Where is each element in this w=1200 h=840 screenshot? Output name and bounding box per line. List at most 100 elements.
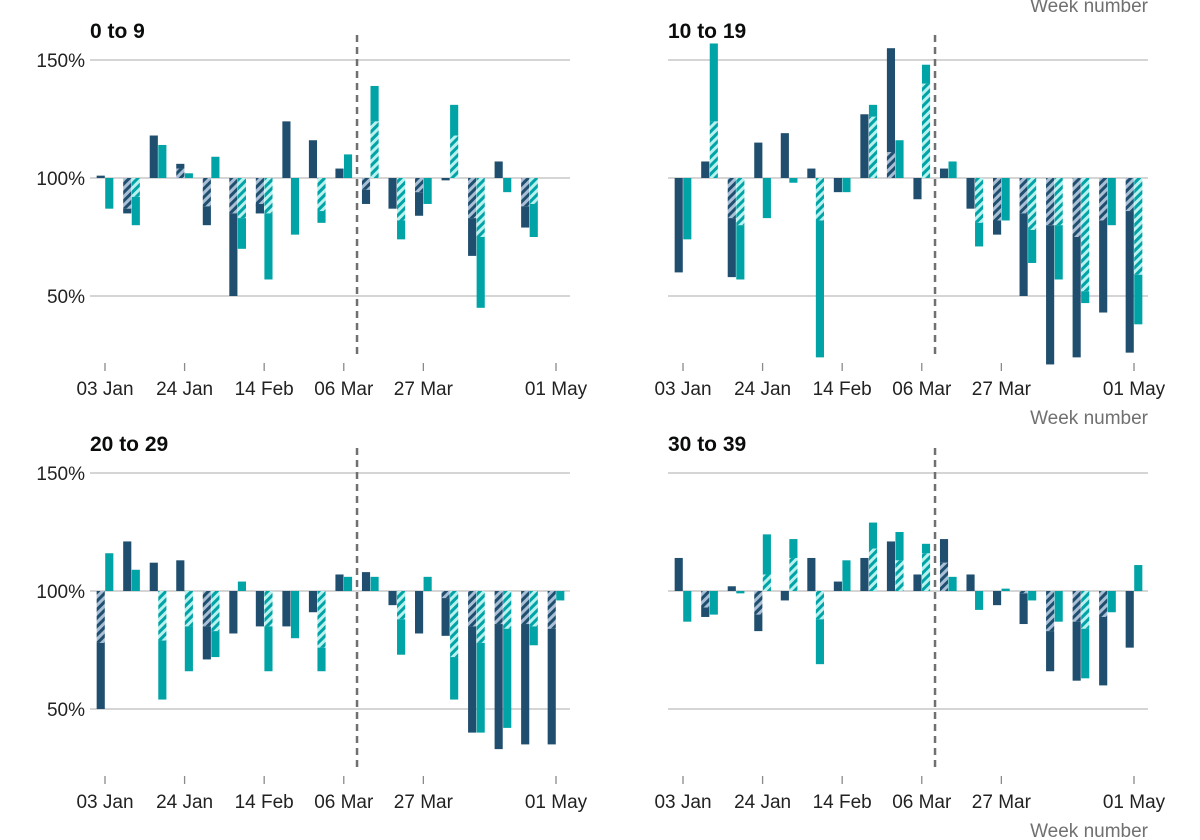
y-tick-label: 50% [47, 287, 85, 308]
x-tick-label: 27 Mar [972, 792, 1032, 813]
bar-solid-segment [709, 591, 718, 615]
bar-solid-segment [503, 628, 512, 728]
x-tick-label: 06 Mar [892, 792, 952, 813]
x-tick-label: 03 Jan [654, 379, 711, 400]
bar-solid-segment [860, 114, 869, 178]
bar-hatched-segment [1072, 591, 1081, 622]
bar-solid-segment [441, 598, 450, 636]
x-tick-label: 24 Jan [734, 379, 791, 400]
y-tick-label: 50% [47, 700, 85, 721]
bar-hatched-segment [202, 178, 211, 207]
bar-solid-segment [701, 161, 710, 178]
bar-solid-segment [361, 572, 371, 591]
bar-hatched-segment [131, 178, 140, 197]
bar-solid-segment [211, 156, 220, 178]
bar-solid-segment [966, 178, 975, 209]
bar-solid-segment [1134, 565, 1143, 591]
bar-solid-segment [966, 574, 975, 591]
bar-solid-segment [1019, 213, 1028, 296]
x-tick-label: 14 Feb [813, 792, 872, 813]
bar-solid-segment [547, 628, 556, 745]
bar-solid-segment [948, 576, 957, 591]
top-week-number-axis-title: Week number [1030, 0, 1149, 17]
bar-solid-segment [1054, 591, 1063, 622]
bar-solid-segment [202, 206, 211, 226]
x-tick-label: 06 Mar [314, 379, 374, 400]
bar-hatched-segment [237, 178, 246, 219]
bar-solid-segment [494, 161, 503, 178]
bar-solid-segment [674, 178, 683, 273]
bar-hatched-segment [754, 591, 763, 615]
x-tick-label: 06 Mar [314, 792, 374, 813]
bar-solid-segment [96, 175, 105, 178]
bar-solid-segment [807, 168, 816, 178]
bar-solid-segment [317, 647, 326, 672]
x-tick-label: 24 Jan [734, 792, 791, 813]
bar-hatched-segment [361, 178, 371, 190]
bar-solid-segment [789, 178, 798, 183]
bar-solid-segment [868, 522, 878, 549]
x-tick-label: 27 Mar [394, 379, 454, 400]
bar-solid-segment [913, 574, 922, 591]
x-tick-label: 14 Feb [235, 792, 294, 813]
bar-solid-segment [388, 591, 397, 606]
bar-hatched-segment [184, 591, 193, 627]
bar-solid-segment [1125, 591, 1134, 648]
bar-solid-segment [237, 581, 246, 591]
bar-hatched-segment [921, 83, 931, 178]
y-tick-label: 150% [36, 464, 85, 485]
bar-solid-segment [476, 237, 485, 308]
bar-solid-segment [833, 581, 842, 591]
bar-hatched-segment [736, 178, 745, 226]
x-axis-title: Week number [1030, 821, 1149, 840]
bar-solid-segment [184, 173, 193, 178]
bar-solid-segment [993, 591, 1002, 606]
bar-hatched-segment [886, 152, 896, 178]
bar-solid-segment [939, 539, 949, 563]
bar-solid-segment [993, 220, 1002, 235]
bar-hatched-segment [1019, 591, 1028, 594]
bar-solid-segment [780, 133, 789, 178]
bar-solid-segment [450, 657, 459, 700]
bar-solid-segment [762, 534, 771, 575]
bar-hatched-segment [975, 178, 984, 223]
bar-hatched-segment [370, 121, 379, 178]
chart-panel-20-to-29: 20 to 29 150% 100% 50% 03 Jan 24 Jan 14 Feb 06… [36, 433, 587, 813]
bar-hatched-segment [1134, 178, 1143, 275]
bar-solid-segment [895, 140, 904, 178]
x-tick-label: 14 Feb [813, 379, 872, 400]
bar-solid-segment [229, 213, 238, 296]
bar-solid-segment [184, 626, 193, 672]
bar-solid-segment [1019, 593, 1028, 625]
bar-solid-segment [736, 225, 745, 280]
bar-solid-segment [674, 557, 683, 591]
x-tick-label: 14 Feb [235, 379, 294, 400]
bar-hatched-segment [202, 591, 211, 627]
bar-hatched-segment [1099, 178, 1108, 221]
bar-solid-segment [290, 178, 300, 235]
bar-solid-segment [736, 591, 745, 594]
bar-hatched-segment [176, 168, 185, 178]
bar-solid-segment [415, 192, 424, 216]
bar-solid-segment [842, 178, 851, 193]
bar-solid-segment [370, 576, 379, 591]
bar-solid-segment [833, 178, 842, 193]
panel-title: 10 to 19 [668, 20, 746, 43]
bar-hatched-segment [529, 591, 538, 627]
bar-hatched-segment [229, 178, 238, 214]
bar-solid-segment [255, 203, 264, 214]
bar-hatched-segment [255, 178, 264, 214]
bar-hatched-segment [123, 178, 132, 209]
bar-solid-segment [131, 569, 140, 591]
bar-solid-segment [229, 591, 238, 634]
bar-solid-segment [149, 135, 158, 178]
bar-hatched-segment [264, 591, 273, 627]
bar-solid-segment [1107, 591, 1116, 613]
y-tick-label: 100% [36, 169, 85, 190]
bar-hatched-segment [1028, 178, 1037, 230]
bar-hatched-segment [211, 591, 220, 632]
bar-solid-segment [290, 591, 300, 639]
bar-solid-segment [921, 64, 931, 84]
bar-solid-segment [503, 178, 512, 193]
